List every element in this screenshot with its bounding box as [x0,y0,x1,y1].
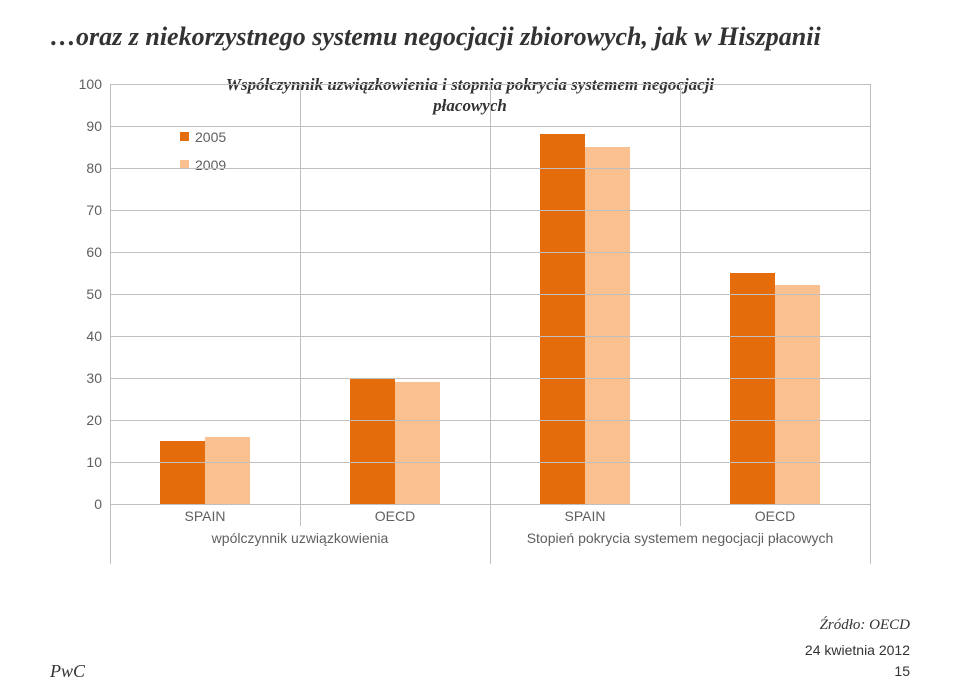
bar [395,382,440,504]
axis-separator [300,84,301,526]
bar-group [350,378,440,504]
slide-footer: PwC Źródło: OECD 24 kwietnia 2012 15 [50,614,910,683]
y-tick-label: 60 [72,244,102,260]
footer-brand: PwC [50,661,85,682]
footer-right: Źródło: OECD 24 kwietnia 2012 15 [805,614,910,683]
bar [585,147,630,504]
footer-source: Źródło: OECD [805,614,910,637]
bar [205,437,250,504]
x-category-label: SPAIN [490,508,680,524]
bar [730,273,775,504]
y-tick-label: 50 [72,286,102,302]
bar-group [540,134,630,504]
bar-group [730,273,820,504]
footer-page: 15 [805,661,910,682]
bar [540,134,585,504]
bar [775,285,820,503]
chart-container: Współczynnik uzwiązkowienia i stopnia po… [60,84,880,564]
y-tick-label: 20 [72,412,102,428]
y-tick-label: 70 [72,202,102,218]
x-group-label: wpólczynnik uzwiązkowienia [110,530,490,547]
x-category-label: SPAIN [110,508,300,524]
y-tick-label: 90 [72,118,102,134]
axis-separator [680,84,681,526]
x-category-label: OECD [680,508,870,524]
axis-separator [490,84,491,564]
chart-plot-area: 2005 2009 0102030405060708090100SPAINOEC… [110,84,870,504]
bar [160,441,205,504]
bar [350,378,395,504]
axis-separator [870,84,871,564]
y-tick-label: 100 [72,76,102,92]
x-group-label: Stopień pokrycia systemem negocjacji pła… [490,530,870,547]
y-tick-label: 30 [72,370,102,386]
bar-group [160,437,250,504]
slide-title: …oraz z niekorzystnego systemu negocjacj… [50,20,910,54]
footer-date: 24 kwietnia 2012 [805,640,910,661]
y-tick-label: 80 [72,160,102,176]
y-tick-label: 10 [72,454,102,470]
y-tick-label: 40 [72,328,102,344]
y-tick-label: 0 [72,496,102,512]
axis-separator [110,84,111,564]
x-category-label: OECD [300,508,490,524]
